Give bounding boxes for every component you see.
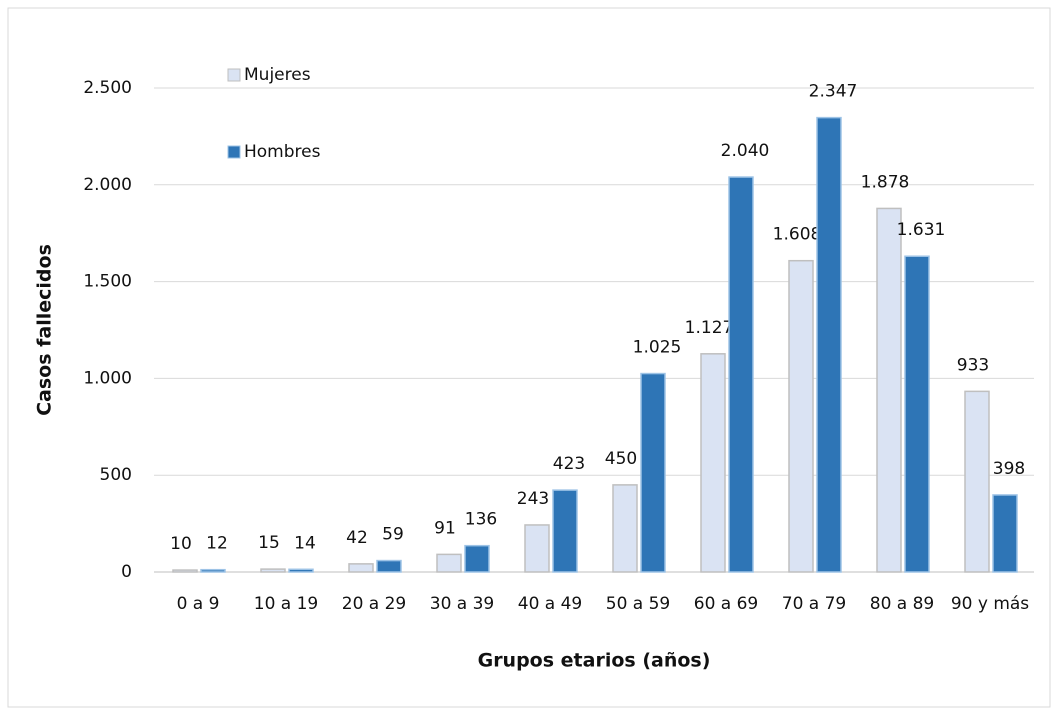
y-tick-label: 2.500 <box>83 78 132 98</box>
bar <box>964 390 990 573</box>
data-label: 243 <box>517 489 549 509</box>
data-label: 59 <box>382 525 404 545</box>
data-label: 1.025 <box>633 338 682 358</box>
data-label: 1.127 <box>685 318 734 338</box>
x-tick-label: 70 a 79 <box>782 594 847 614</box>
x-tick-label: 20 a 29 <box>342 594 407 614</box>
x-tick-label: 10 a 19 <box>254 594 319 614</box>
x-tick-label: 60 a 69 <box>694 594 759 614</box>
data-label: 15 <box>258 533 280 553</box>
data-label: 136 <box>465 510 497 530</box>
y-tick-label: 500 <box>100 465 132 485</box>
bar <box>260 568 286 573</box>
x-tick-label: 40 a 49 <box>518 594 583 614</box>
legend-label: Hombres <box>244 142 321 162</box>
data-label: 10 <box>170 534 192 554</box>
bar <box>788 259 814 573</box>
data-label: 398 <box>993 459 1025 479</box>
y-tick-label: 1.500 <box>83 272 132 292</box>
bar <box>524 524 550 573</box>
data-label: 933 <box>957 355 989 375</box>
legend-swatch <box>227 145 241 159</box>
frame <box>7 7 1051 708</box>
bar <box>904 255 930 573</box>
y-tick-label: 0 <box>121 562 132 582</box>
data-label: 450 <box>605 449 637 469</box>
bar <box>640 372 666 573</box>
x-tick-label: 50 a 59 <box>606 594 671 614</box>
data-label: 423 <box>553 454 585 474</box>
bar <box>728 176 754 573</box>
legend-swatch <box>227 68 241 82</box>
bar <box>200 568 226 573</box>
data-label: 2.040 <box>721 141 770 161</box>
data-label: 2.347 <box>809 82 858 102</box>
data-label: 91 <box>434 518 456 538</box>
bar <box>612 484 638 573</box>
bar <box>172 569 198 573</box>
y-tick-label: 2.000 <box>83 175 132 195</box>
legend-label: Mujeres <box>244 65 311 85</box>
bar <box>464 544 490 573</box>
data-label: 1.608 <box>773 225 822 245</box>
data-label: 12 <box>206 534 228 554</box>
data-label: 1.878 <box>861 172 910 192</box>
x-tick-label: 30 a 39 <box>430 594 495 614</box>
x-tick-label: 90 y más <box>951 594 1029 614</box>
bar <box>816 116 842 573</box>
bar <box>376 559 402 573</box>
bar <box>288 568 314 573</box>
bar <box>876 207 902 573</box>
bar <box>348 563 374 573</box>
x-tick-label: 80 a 89 <box>870 594 935 614</box>
y-axis-title: Casos fallecidos <box>34 244 56 416</box>
y-tick-label: 1.000 <box>83 368 132 388</box>
data-label: 14 <box>294 533 316 553</box>
x-axis-title: Grupos etarios (años) <box>478 650 711 672</box>
bar <box>700 353 726 573</box>
x-tick-label: 0 a 9 <box>177 594 220 614</box>
bar <box>992 494 1018 573</box>
data-label: 1.631 <box>897 220 946 240</box>
bar <box>436 553 462 573</box>
bar <box>552 489 578 573</box>
data-label: 42 <box>346 528 368 548</box>
